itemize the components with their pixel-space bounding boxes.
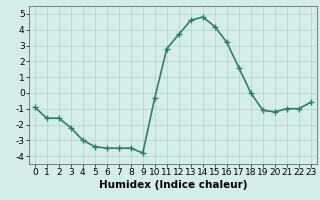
- X-axis label: Humidex (Indice chaleur): Humidex (Indice chaleur): [99, 180, 247, 190]
